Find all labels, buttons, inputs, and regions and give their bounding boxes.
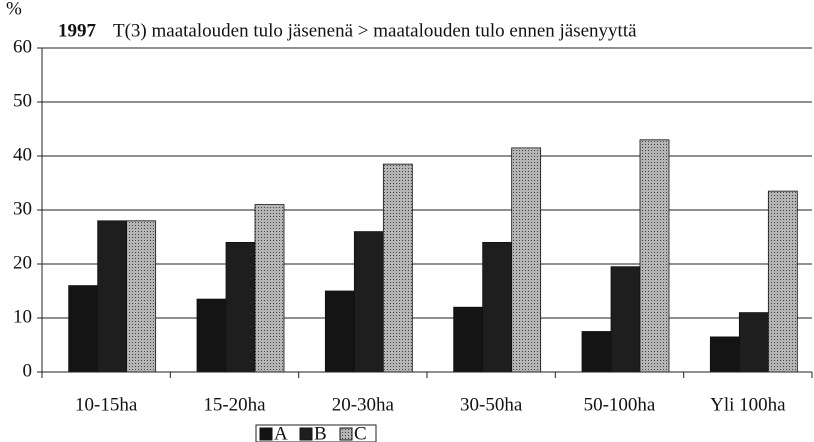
bar xyxy=(453,306,484,373)
bar xyxy=(382,163,413,373)
bar xyxy=(126,220,157,373)
bar xyxy=(610,266,641,373)
bar xyxy=(68,285,99,373)
bar xyxy=(581,331,612,373)
x-tick-label: 30-50ha xyxy=(460,394,523,415)
bar xyxy=(324,290,355,373)
bar xyxy=(225,241,256,373)
y-tick-label: 40 xyxy=(13,144,32,165)
legend-label: C xyxy=(354,423,367,442)
bar xyxy=(709,336,740,373)
x-tick-label: 15-20ha xyxy=(203,394,266,415)
legend-box xyxy=(255,424,377,442)
legend-label: A xyxy=(274,423,288,442)
legend-swatch xyxy=(259,427,273,441)
bar xyxy=(738,312,769,373)
bar xyxy=(511,147,542,373)
x-tick-label: Yli 100ha xyxy=(710,394,786,415)
y-tick-label: 50 xyxy=(13,90,32,111)
y-tick-label: 0 xyxy=(23,360,33,381)
bar xyxy=(639,139,670,373)
bar xyxy=(482,241,513,373)
x-tick-label: 50-100ha xyxy=(584,394,656,415)
chart-title: 1997 xyxy=(58,20,97,41)
y-tick-label: 20 xyxy=(13,252,32,273)
y-tick-label: 10 xyxy=(13,306,32,327)
y-tick-label: 30 xyxy=(13,198,32,219)
chart-subtitle: T(3) maatalouden tulo jäsenenä > maatalo… xyxy=(113,20,637,41)
x-tick-label: 10-15ha xyxy=(75,394,138,415)
y-axis-label: % xyxy=(6,0,22,19)
legend-swatch xyxy=(339,427,353,441)
bar xyxy=(196,298,227,373)
legend-label: B xyxy=(314,423,327,442)
legend-swatch xyxy=(299,427,313,441)
y-tick-label: 60 xyxy=(13,36,32,57)
bar xyxy=(353,231,384,373)
x-tick-label: 20-30ha xyxy=(332,394,395,415)
bar xyxy=(97,220,128,373)
bar xyxy=(254,204,285,373)
bar xyxy=(767,190,798,373)
